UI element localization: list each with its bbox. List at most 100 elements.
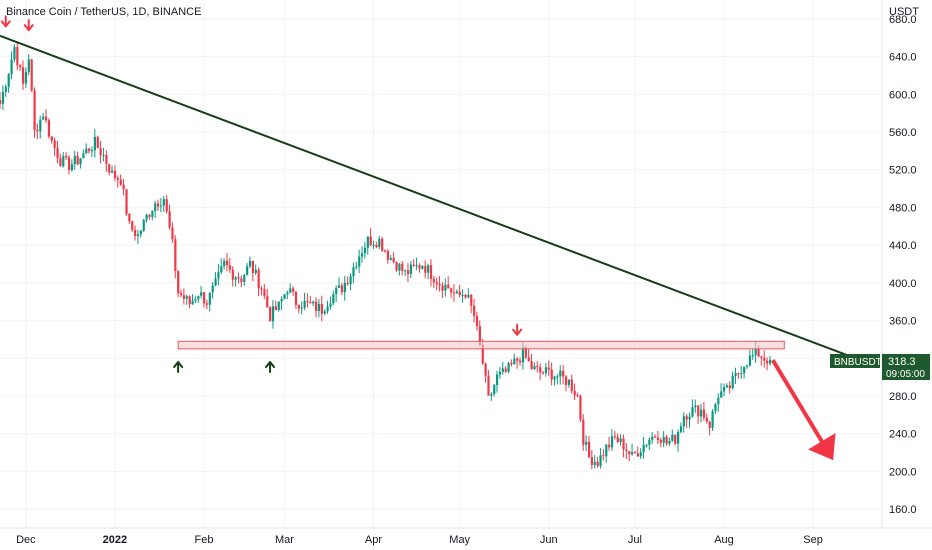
candle-body xyxy=(79,158,82,165)
candle-body xyxy=(217,272,220,279)
candle-body xyxy=(306,300,309,302)
candle-body xyxy=(510,362,513,365)
candle-body xyxy=(677,431,680,444)
candle-body xyxy=(728,385,731,389)
candle-body xyxy=(277,301,280,311)
candle-body xyxy=(737,373,740,375)
candle-body xyxy=(332,294,335,304)
candle-body xyxy=(211,285,214,293)
candle-body xyxy=(435,282,438,284)
candle-body xyxy=(757,348,760,357)
candle-body xyxy=(125,189,128,215)
candle-body xyxy=(294,291,298,305)
candle-body xyxy=(292,288,295,292)
candle-body xyxy=(4,86,7,92)
candle-body xyxy=(760,356,763,358)
candle-body xyxy=(50,136,53,141)
candle-body xyxy=(165,199,168,212)
candle-body xyxy=(320,303,323,314)
candle-body xyxy=(424,265,427,273)
candle-body xyxy=(705,417,708,422)
candle-body xyxy=(722,387,726,392)
candle-body xyxy=(96,136,99,149)
candle-body xyxy=(412,264,415,266)
candle-body xyxy=(355,266,358,268)
candle-body xyxy=(559,370,562,377)
candle-body xyxy=(401,263,404,271)
candle-body xyxy=(605,444,608,457)
candle-body xyxy=(243,274,246,282)
candle-body xyxy=(691,407,694,417)
candle-body xyxy=(450,288,453,293)
annotations-layer xyxy=(0,15,871,461)
candle-body xyxy=(763,357,766,361)
candle-body xyxy=(642,444,645,453)
candle-body xyxy=(665,436,668,444)
candle-body xyxy=(498,371,502,375)
candle-body xyxy=(458,291,461,296)
candle-body xyxy=(151,211,154,217)
candle-body xyxy=(24,71,28,84)
candle-body xyxy=(21,67,25,84)
candle-body xyxy=(487,375,490,396)
candle-body xyxy=(82,153,85,159)
candle-body xyxy=(0,100,2,104)
candle-body xyxy=(751,355,754,357)
candle-body xyxy=(455,291,459,294)
candle-body xyxy=(386,251,390,260)
candle-body xyxy=(613,436,617,438)
candle-body xyxy=(493,385,496,394)
candle-body xyxy=(289,288,292,293)
candle-body xyxy=(10,59,13,75)
candle-body xyxy=(616,437,619,443)
candle-body xyxy=(44,116,48,121)
candle-body xyxy=(585,441,588,445)
candle-body xyxy=(174,239,177,272)
candle-body xyxy=(725,385,729,388)
candle-body xyxy=(171,227,174,240)
candle-body xyxy=(389,258,392,260)
candle-body xyxy=(42,116,45,120)
candle-body xyxy=(358,256,361,267)
candle-body xyxy=(185,296,188,299)
candle-body xyxy=(47,120,51,137)
candle-body xyxy=(197,295,200,300)
candle-body xyxy=(656,437,660,440)
candle-body xyxy=(162,199,165,206)
candle-body xyxy=(363,247,367,254)
candle-body xyxy=(576,395,579,397)
x-tick-label: Dec xyxy=(16,534,36,546)
candle-body xyxy=(329,303,332,307)
candle-body xyxy=(625,449,628,452)
candle-body xyxy=(392,258,395,262)
candle-body xyxy=(536,365,539,368)
symbol-tag-label: BNBUSDT xyxy=(834,357,882,368)
candle-body xyxy=(467,294,470,298)
candle-body xyxy=(478,326,481,345)
candle-body xyxy=(116,177,119,180)
candle-body xyxy=(587,441,591,458)
candle-body xyxy=(27,59,30,72)
candle-body xyxy=(668,440,671,444)
candle-body xyxy=(381,238,384,251)
candle-body xyxy=(119,179,122,185)
candle-body xyxy=(464,294,467,298)
candle-body xyxy=(748,355,752,366)
candle-body xyxy=(102,154,105,156)
candle-body xyxy=(283,294,286,299)
candle-body xyxy=(441,285,444,291)
candle-body xyxy=(260,288,263,290)
candle-body xyxy=(573,390,576,396)
candle-body xyxy=(582,419,585,445)
candle-body xyxy=(53,140,56,148)
candle-body xyxy=(768,359,772,364)
y-tick-label: 240.0 xyxy=(889,429,917,441)
candle-body xyxy=(225,260,229,266)
candle-body xyxy=(231,269,234,280)
candle-body xyxy=(688,416,691,420)
candle-body xyxy=(266,295,269,308)
candle-body xyxy=(398,263,401,271)
candle-body xyxy=(13,47,16,60)
candle-body xyxy=(194,299,197,301)
